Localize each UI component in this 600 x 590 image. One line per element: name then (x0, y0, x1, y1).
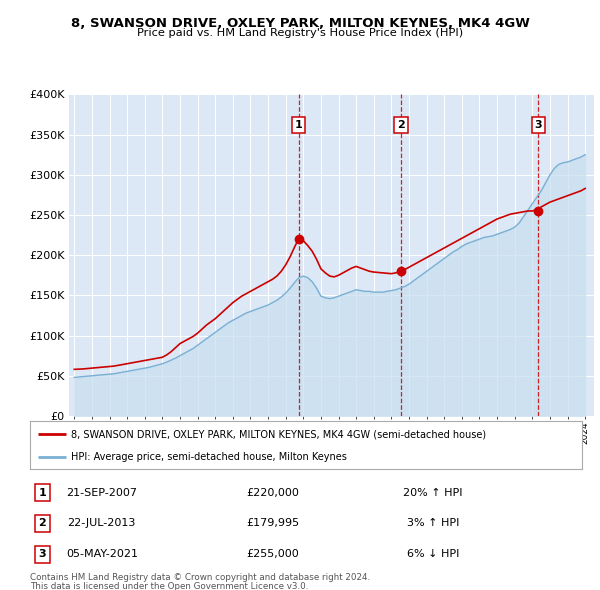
Text: 3: 3 (38, 549, 46, 559)
Text: 1: 1 (295, 120, 302, 130)
Text: £179,995: £179,995 (247, 519, 299, 529)
Text: Price paid vs. HM Land Registry's House Price Index (HPI): Price paid vs. HM Land Registry's House … (137, 28, 463, 38)
Text: HPI: Average price, semi-detached house, Milton Keynes: HPI: Average price, semi-detached house,… (71, 452, 347, 462)
Text: £255,000: £255,000 (247, 549, 299, 559)
Text: 05-MAY-2021: 05-MAY-2021 (66, 549, 138, 559)
Text: 22-JUL-2013: 22-JUL-2013 (68, 519, 136, 529)
Text: 6% ↓ HPI: 6% ↓ HPI (407, 549, 459, 559)
Text: 3% ↑ HPI: 3% ↑ HPI (407, 519, 459, 529)
Text: 8, SWANSON DRIVE, OXLEY PARK, MILTON KEYNES, MK4 4GW (semi-detached house): 8, SWANSON DRIVE, OXLEY PARK, MILTON KEY… (71, 429, 487, 439)
Text: £220,000: £220,000 (247, 488, 299, 498)
Text: 21-SEP-2007: 21-SEP-2007 (66, 488, 137, 498)
Text: 2: 2 (397, 120, 405, 130)
Text: 1: 1 (38, 488, 46, 498)
Text: 3: 3 (535, 120, 542, 130)
Text: 8, SWANSON DRIVE, OXLEY PARK, MILTON KEYNES, MK4 4GW: 8, SWANSON DRIVE, OXLEY PARK, MILTON KEY… (71, 17, 529, 30)
Text: This data is licensed under the Open Government Licence v3.0.: This data is licensed under the Open Gov… (30, 582, 308, 590)
Text: Contains HM Land Registry data © Crown copyright and database right 2024.: Contains HM Land Registry data © Crown c… (30, 573, 370, 582)
Text: 20% ↑ HPI: 20% ↑ HPI (403, 488, 463, 498)
Text: 2: 2 (38, 519, 46, 529)
